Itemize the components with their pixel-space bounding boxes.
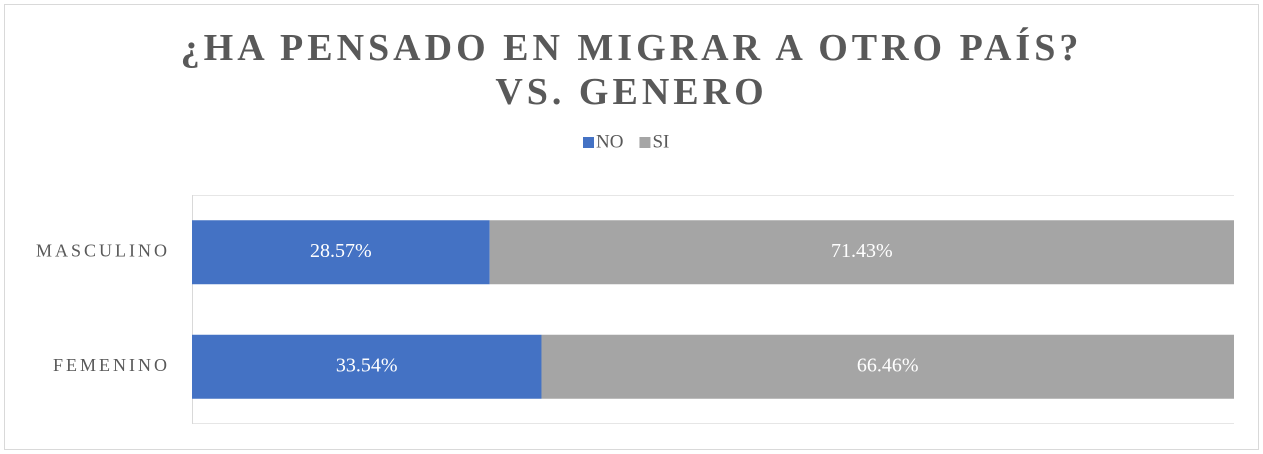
bar-segment	[192, 334, 542, 399]
y-tick-label: FEMENINO	[53, 355, 170, 375]
data-label: 28.57%	[310, 240, 372, 262]
y-tick-label: MASCULINO	[36, 240, 170, 260]
bar-segment	[489, 220, 1234, 285]
legend-swatch	[639, 137, 651, 148]
data-label: 33.54%	[336, 354, 398, 376]
legend-label: NO	[596, 131, 623, 152]
data-label: 66.46%	[857, 354, 919, 376]
data-label: 71.43%	[831, 240, 893, 262]
legend-label: SI	[652, 131, 669, 152]
chart-title: ¿HA PENSADO EN MIGRAR A OTRO PAÍS? VS. G…	[180, 27, 1083, 113]
bar-segment	[541, 334, 1234, 399]
bar-segment	[192, 220, 490, 285]
legend-swatch	[583, 137, 594, 148]
